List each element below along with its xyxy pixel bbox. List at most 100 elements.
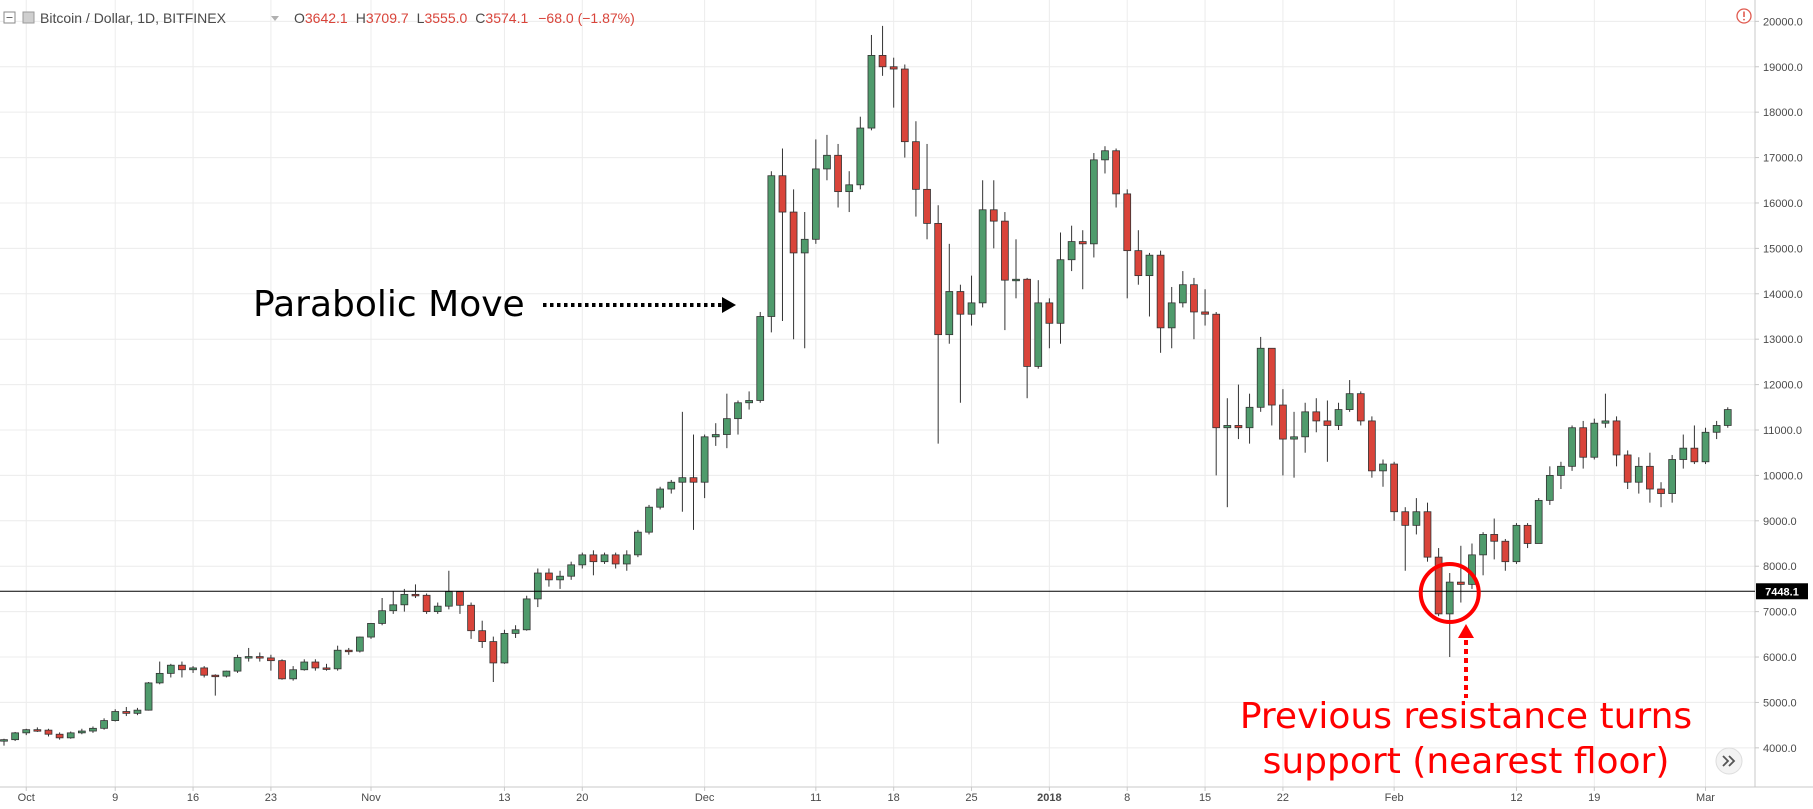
price-tick-label: 14000.0 xyxy=(1763,289,1803,301)
date-tick-label: 16 xyxy=(187,792,199,804)
candle xyxy=(1034,280,1043,369)
time-axis[interactable]: Oct 9 16 23 Nov 13 20 Dec 11 18 25 2018 8 15 22 Feb 12 19… xyxy=(18,787,1716,804)
candle-body xyxy=(267,657,275,662)
candle-body xyxy=(889,66,898,70)
candle xyxy=(945,243,954,344)
support-label-line2: support (nearest floor) xyxy=(1263,741,1670,782)
minus-square-icon[interactable] xyxy=(3,11,16,24)
candle xyxy=(111,709,120,722)
candle-body xyxy=(278,660,286,680)
candle xyxy=(389,591,398,614)
exclamation-circle-icon[interactable] xyxy=(1736,8,1752,24)
low-label: L xyxy=(417,10,425,26)
candle xyxy=(0,738,8,746)
candle xyxy=(1534,498,1543,544)
price-tick-label: 19000.0 xyxy=(1763,62,1803,74)
price-tick-label: 15000.0 xyxy=(1763,243,1803,255)
candle-body xyxy=(467,604,475,632)
candle-body xyxy=(1490,534,1499,542)
price-tick-label: 12000.0 xyxy=(1763,380,1803,392)
candle xyxy=(723,393,731,449)
candle-body xyxy=(255,656,264,659)
scroll-right-button[interactable] xyxy=(1715,747,1743,775)
high-label: H xyxy=(356,10,366,26)
candle-body xyxy=(422,594,431,613)
candle xyxy=(144,682,153,711)
candle-body xyxy=(745,400,753,404)
candle-body xyxy=(11,732,19,741)
candle-body xyxy=(1590,422,1599,458)
candle xyxy=(1178,271,1187,308)
candle-body xyxy=(200,667,209,676)
candle xyxy=(834,143,842,208)
candle-body xyxy=(1067,241,1076,261)
date-tick-label: Oct xyxy=(18,792,35,804)
candle-body xyxy=(1356,393,1365,422)
candle-body xyxy=(1512,524,1521,563)
candle-body xyxy=(1668,459,1677,494)
candle xyxy=(22,728,31,736)
candle xyxy=(1201,289,1209,326)
candle xyxy=(589,550,598,576)
candle-body xyxy=(411,593,420,597)
candle-body xyxy=(1190,284,1198,313)
date-tick-label: 8 xyxy=(1124,792,1130,804)
candle-body xyxy=(1112,150,1120,195)
candle-body xyxy=(1412,511,1421,526)
candle xyxy=(1723,407,1732,428)
candle xyxy=(122,706,131,717)
candle-body xyxy=(433,605,442,613)
candle-body xyxy=(1056,259,1065,324)
square-icon xyxy=(22,11,35,24)
candle-body xyxy=(222,670,231,677)
caret-down-icon[interactable] xyxy=(271,16,279,21)
candle-body xyxy=(89,727,97,732)
candle-body xyxy=(1178,284,1187,304)
candle-body xyxy=(500,633,509,664)
price-axis[interactable]: 4000.0 5000.0 6000.0 7000.0 8000.0 9000.0 1000… xyxy=(1755,16,1803,755)
candle xyxy=(789,189,798,340)
date-tick-label: 2018 xyxy=(1037,792,1061,804)
candle-body xyxy=(1579,427,1588,458)
candle-body xyxy=(1045,302,1054,324)
candle xyxy=(634,529,642,558)
candle-body xyxy=(723,418,731,435)
candle-body xyxy=(244,656,253,659)
date-tick-label: Mar xyxy=(1696,792,1715,804)
candle xyxy=(1568,425,1576,471)
candle-body xyxy=(1601,420,1610,424)
candle-body xyxy=(912,141,920,190)
candle xyxy=(77,728,86,735)
candle xyxy=(1134,230,1143,285)
candle xyxy=(1490,518,1499,560)
candle-body xyxy=(489,641,498,664)
candle xyxy=(244,647,253,662)
candle xyxy=(1390,461,1398,521)
candle xyxy=(1401,507,1410,571)
candle-body xyxy=(900,68,909,143)
candle-body xyxy=(0,739,8,742)
candle xyxy=(533,568,542,608)
candle xyxy=(734,400,742,435)
candle xyxy=(1457,545,1465,603)
candle xyxy=(1123,189,1132,299)
support-label-line1: Previous resistance turns xyxy=(1240,696,1692,737)
date-tick-label: 12 xyxy=(1510,792,1522,804)
candle xyxy=(1334,402,1343,430)
candle xyxy=(511,625,520,638)
price-tick-label: 11000.0 xyxy=(1763,425,1802,437)
candle xyxy=(711,423,720,446)
candle xyxy=(1345,380,1354,412)
symbol-title[interactable]: Bitcoin / Dollar, 1D, BITFINEX xyxy=(40,10,227,26)
candle-body xyxy=(122,711,131,714)
candle-body xyxy=(33,729,42,732)
candle-body xyxy=(589,554,598,563)
candle xyxy=(300,659,309,671)
candle xyxy=(1579,420,1588,469)
candle-body xyxy=(378,610,386,624)
candle xyxy=(1212,311,1221,476)
grid xyxy=(0,0,1755,787)
parabolic-move-label: Parabolic Move xyxy=(253,284,525,325)
candle xyxy=(645,504,653,535)
